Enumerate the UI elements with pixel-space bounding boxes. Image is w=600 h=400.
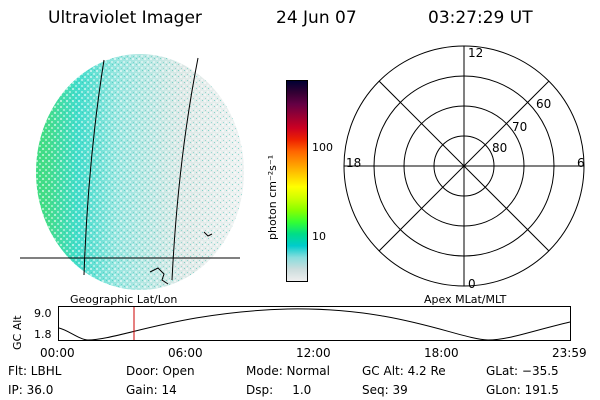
alt-axis-label: GC Alt (11, 315, 24, 350)
mlt-label-18: 18 (346, 156, 362, 170)
coastline (203, 231, 213, 237)
status-gain: Gain: 14 (126, 383, 177, 397)
geographic-label: Geographic Lat/Lon (70, 293, 178, 306)
apex-label: Apex MLat/MLT (424, 293, 507, 306)
mlt-label-12: 12 (468, 46, 484, 60)
polar-diag-2 (378, 80, 550, 252)
time-tick-0600: 06:00 (168, 346, 203, 360)
status-flt: Flt: LBHL (8, 364, 62, 378)
status-gc-alt: GC Alt: 4.2 Re (362, 364, 446, 378)
emission-disc (36, 54, 244, 290)
mlt-label-0: 0 (468, 277, 476, 291)
alt-tick-9: 9.0 (34, 307, 52, 320)
colorbar-unit-label: photon cm⁻²s⁻¹ (266, 154, 279, 240)
status-ip: IP: 36.0 (8, 383, 54, 397)
colorbar (286, 80, 308, 282)
status-glon: GLon: 191.5 (486, 383, 559, 397)
status-glat: GLat: −35.5 (486, 364, 559, 378)
status-door: Door: Open (126, 364, 195, 378)
mlat-label-70: 70 (512, 120, 528, 134)
time-tick-1200: 12:00 (296, 346, 331, 360)
time-tick-0000: 00:00 (40, 346, 75, 360)
status-seq: Seq: 39 (362, 383, 408, 397)
alt-tick-1-8: 1.8 (34, 328, 52, 341)
mlt-label-6: 6 (577, 156, 585, 170)
colorbar-tick-100: 100 (312, 141, 333, 154)
time-tick-2359: 23:59 (552, 346, 587, 360)
longitude-line (171, 57, 199, 281)
altitude-curve (58, 308, 571, 341)
instrument-title: Ultraviolet Imager (48, 8, 202, 28)
colorbar-tick-10: 10 (312, 230, 326, 243)
longitude-line (83, 59, 105, 276)
polar-plot (343, 45, 585, 287)
mlat-label-60: 60 (536, 97, 552, 111)
time-tick-1800: 18:00 (424, 346, 459, 360)
uv-image-panel (20, 40, 260, 292)
altitude-plot (58, 306, 571, 341)
date-label: 24 Jun 07 (276, 8, 357, 28)
coastline (149, 267, 169, 285)
time-label: 03:27:29 UT (428, 8, 533, 28)
status-mode: Mode: Normal (246, 364, 330, 378)
altitude-frame (58, 306, 571, 341)
status-dsp: Dsp: 1.0 (246, 383, 312, 397)
mlat-label-80: 80 (492, 141, 508, 155)
